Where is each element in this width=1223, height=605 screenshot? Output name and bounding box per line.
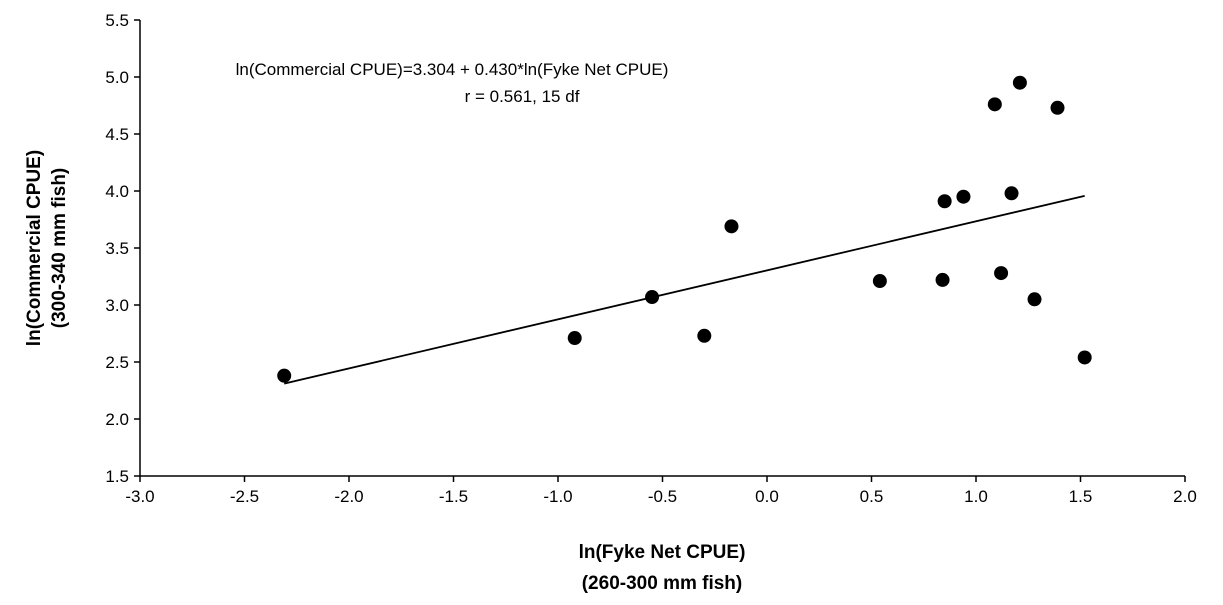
data-point — [724, 219, 739, 234]
data-point — [567, 331, 582, 346]
data-point — [956, 189, 971, 204]
y-tick-label: 5.0 — [105, 68, 129, 87]
y-axis-subtitle: (300-340 mm fish) — [49, 168, 70, 329]
y-tick-label: 4.5 — [105, 125, 129, 144]
x-tick-label: -2.0 — [334, 487, 363, 506]
data-point — [872, 274, 887, 289]
x-tick-label: -0.5 — [648, 487, 677, 506]
data-point — [987, 97, 1002, 112]
data-point — [935, 272, 950, 287]
x-tick-label: 1.5 — [1069, 487, 1093, 506]
data-point — [1012, 75, 1027, 90]
correlation-annotation: r = 0.561, 15 df — [465, 87, 580, 106]
y-tick-label: 2.0 — [105, 410, 129, 429]
equation-annotation: ln(Commercial CPUE)=3.304 + 0.430*ln(Fyk… — [236, 60, 669, 79]
x-tick-label: 0.5 — [860, 487, 884, 506]
data-point — [645, 290, 660, 305]
x-ticks: -3.0 -2.5 -2.0 -1.5 -1.0 -0.5 0.0 0.5 1.0 1.5 2.0 — [125, 476, 1197, 506]
x-axis-subtitle: (260-300 mm fish) — [582, 573, 743, 594]
plot-area: -3.0 -2.5 -2.0 -1.5 -1.0 -0.5 0.0 0.5 1.0 1.5 2.0 … — [105, 11, 1196, 506]
x-tick-label: -3.0 — [125, 487, 154, 506]
y-tick-label: 2.5 — [105, 353, 129, 372]
x-tick-label: 1.0 — [964, 487, 988, 506]
y-tick-label: 5.5 — [105, 11, 129, 30]
y-tick-label: 3.5 — [105, 239, 129, 258]
x-tick-label: 2.0 — [1173, 487, 1197, 506]
data-point — [1077, 350, 1092, 365]
x-tick-label: 0.0 — [755, 487, 779, 506]
regression-line — [284, 194, 1085, 385]
x-tick-label: -1.0 — [543, 487, 572, 506]
y-tick-label: 4.0 — [105, 182, 129, 201]
data-point — [1050, 100, 1065, 115]
data-points — [277, 75, 1092, 383]
data-point — [1027, 292, 1042, 307]
x-tick-label: -2.5 — [230, 487, 259, 506]
data-point — [697, 328, 712, 343]
data-point — [994, 266, 1009, 281]
x-axis-title: ln(Fyke Net CPUE) — [579, 542, 746, 563]
data-point — [937, 194, 952, 209]
x-tick-label: -1.5 — [439, 487, 468, 506]
y-ticks: 1.5 2.0 2.5 3.0 3.5 4.0 4.5 5.0 5.5 — [105, 11, 140, 486]
y-tick-label: 3.0 — [105, 296, 129, 315]
y-tick-label: 1.5 — [105, 467, 129, 486]
data-point — [277, 368, 292, 383]
y-axis-title: ln(Commercial CPUE) — [24, 150, 45, 346]
data-point — [1004, 186, 1019, 201]
